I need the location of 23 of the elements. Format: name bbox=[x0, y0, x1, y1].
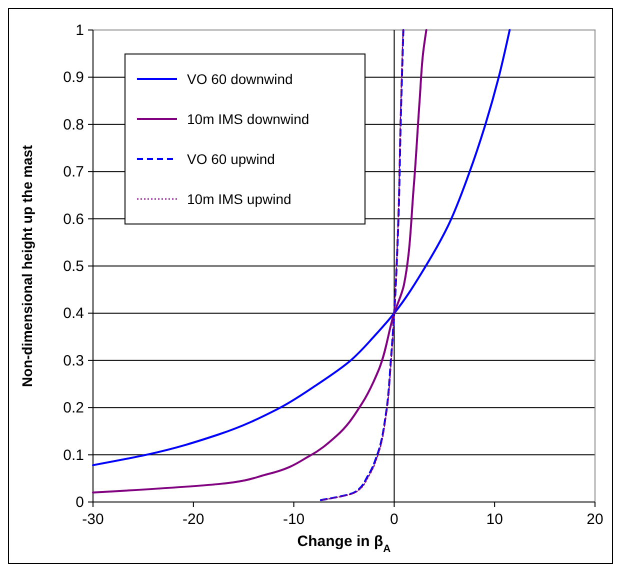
legend-label: VO 60 downwind bbox=[187, 71, 293, 87]
y-tick-label: 0.4 bbox=[63, 305, 84, 322]
x-axis-title: Change in β$_{A}$ bbox=[297, 533, 392, 555]
legend-label: 10m IMS downwind bbox=[187, 111, 310, 127]
y-tick-label: 0.5 bbox=[63, 258, 84, 275]
x-tick-label: 10 bbox=[486, 511, 503, 528]
y-tick-label: 0.3 bbox=[63, 352, 84, 370]
y-tick-label: 0.7 bbox=[63, 164, 84, 181]
y-tick-label: 0.9 bbox=[63, 69, 84, 86]
x-tick-label: 0 bbox=[390, 511, 398, 528]
y-axis-title: Non-dimensional height up the mast bbox=[19, 144, 35, 387]
x-tick-label: -30 bbox=[82, 511, 104, 528]
y-tick-label: 0.8 bbox=[63, 116, 84, 134]
x-tick-label: -20 bbox=[182, 511, 204, 528]
x-tick-label: 20 bbox=[586, 511, 604, 528]
y-tick-label: 0.1 bbox=[63, 446, 84, 464]
y-tick-label: 0 bbox=[76, 494, 84, 511]
y-tick-label: 0.6 bbox=[63, 210, 84, 228]
y-tick-label: 0.2 bbox=[63, 400, 84, 417]
y-tick-label: 1 bbox=[76, 22, 84, 39]
legend-label: 10m IMS upwind bbox=[187, 191, 292, 207]
x-tick-label: -10 bbox=[282, 511, 305, 528]
legend-label: VO 60 upwind bbox=[187, 151, 275, 167]
